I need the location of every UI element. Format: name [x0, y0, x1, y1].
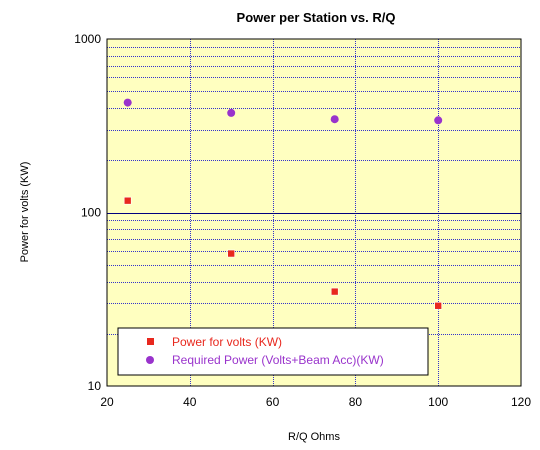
y-axis-label: Power for volts (KW) [19, 162, 31, 263]
y-tick-label: 100 [81, 206, 101, 220]
y-axis: 10 100 1000 [74, 32, 101, 393]
point-required-power [227, 108, 236, 117]
x-axis: 20 40 60 80 100 120 [100, 395, 531, 409]
legend-box [117, 327, 429, 376]
x-tick-label: 80 [349, 395, 363, 409]
legend-marker-power-for-volts [147, 338, 154, 345]
y-tick-label: 10 [88, 379, 102, 393]
legend-entry-power-for-volts: Power for volts (KW) [172, 335, 282, 349]
legend-entry-required-power: Required Power (Volts+Beam Acc)(KW) [172, 353, 384, 367]
x-tick-label: 20 [100, 395, 114, 409]
y-tick-label: 1000 [74, 32, 101, 46]
x-tick-label: 120 [511, 395, 531, 409]
plot-frame [106, 38, 522, 387]
x-axis-label: R/Q Ohms [288, 431, 340, 443]
point-power-for-volts [123, 196, 132, 205]
legend: Power for volts (KW) Required Power (Vol… [117, 327, 429, 376]
point-required-power [123, 98, 132, 107]
grid [107, 39, 521, 386]
point-required-power [330, 115, 339, 124]
x-tick-label: 60 [266, 395, 280, 409]
x-tick-label: 40 [183, 395, 197, 409]
point-power-for-volts [330, 287, 339, 296]
data-points [123, 98, 443, 310]
legend-marker-required-power [146, 356, 154, 364]
point-required-power [434, 116, 443, 125]
chart-title: Power per Station vs. R/Q [237, 10, 396, 25]
point-power-for-volts [434, 301, 443, 310]
x-tick-label: 100 [428, 395, 448, 409]
point-power-for-volts [227, 249, 235, 258]
